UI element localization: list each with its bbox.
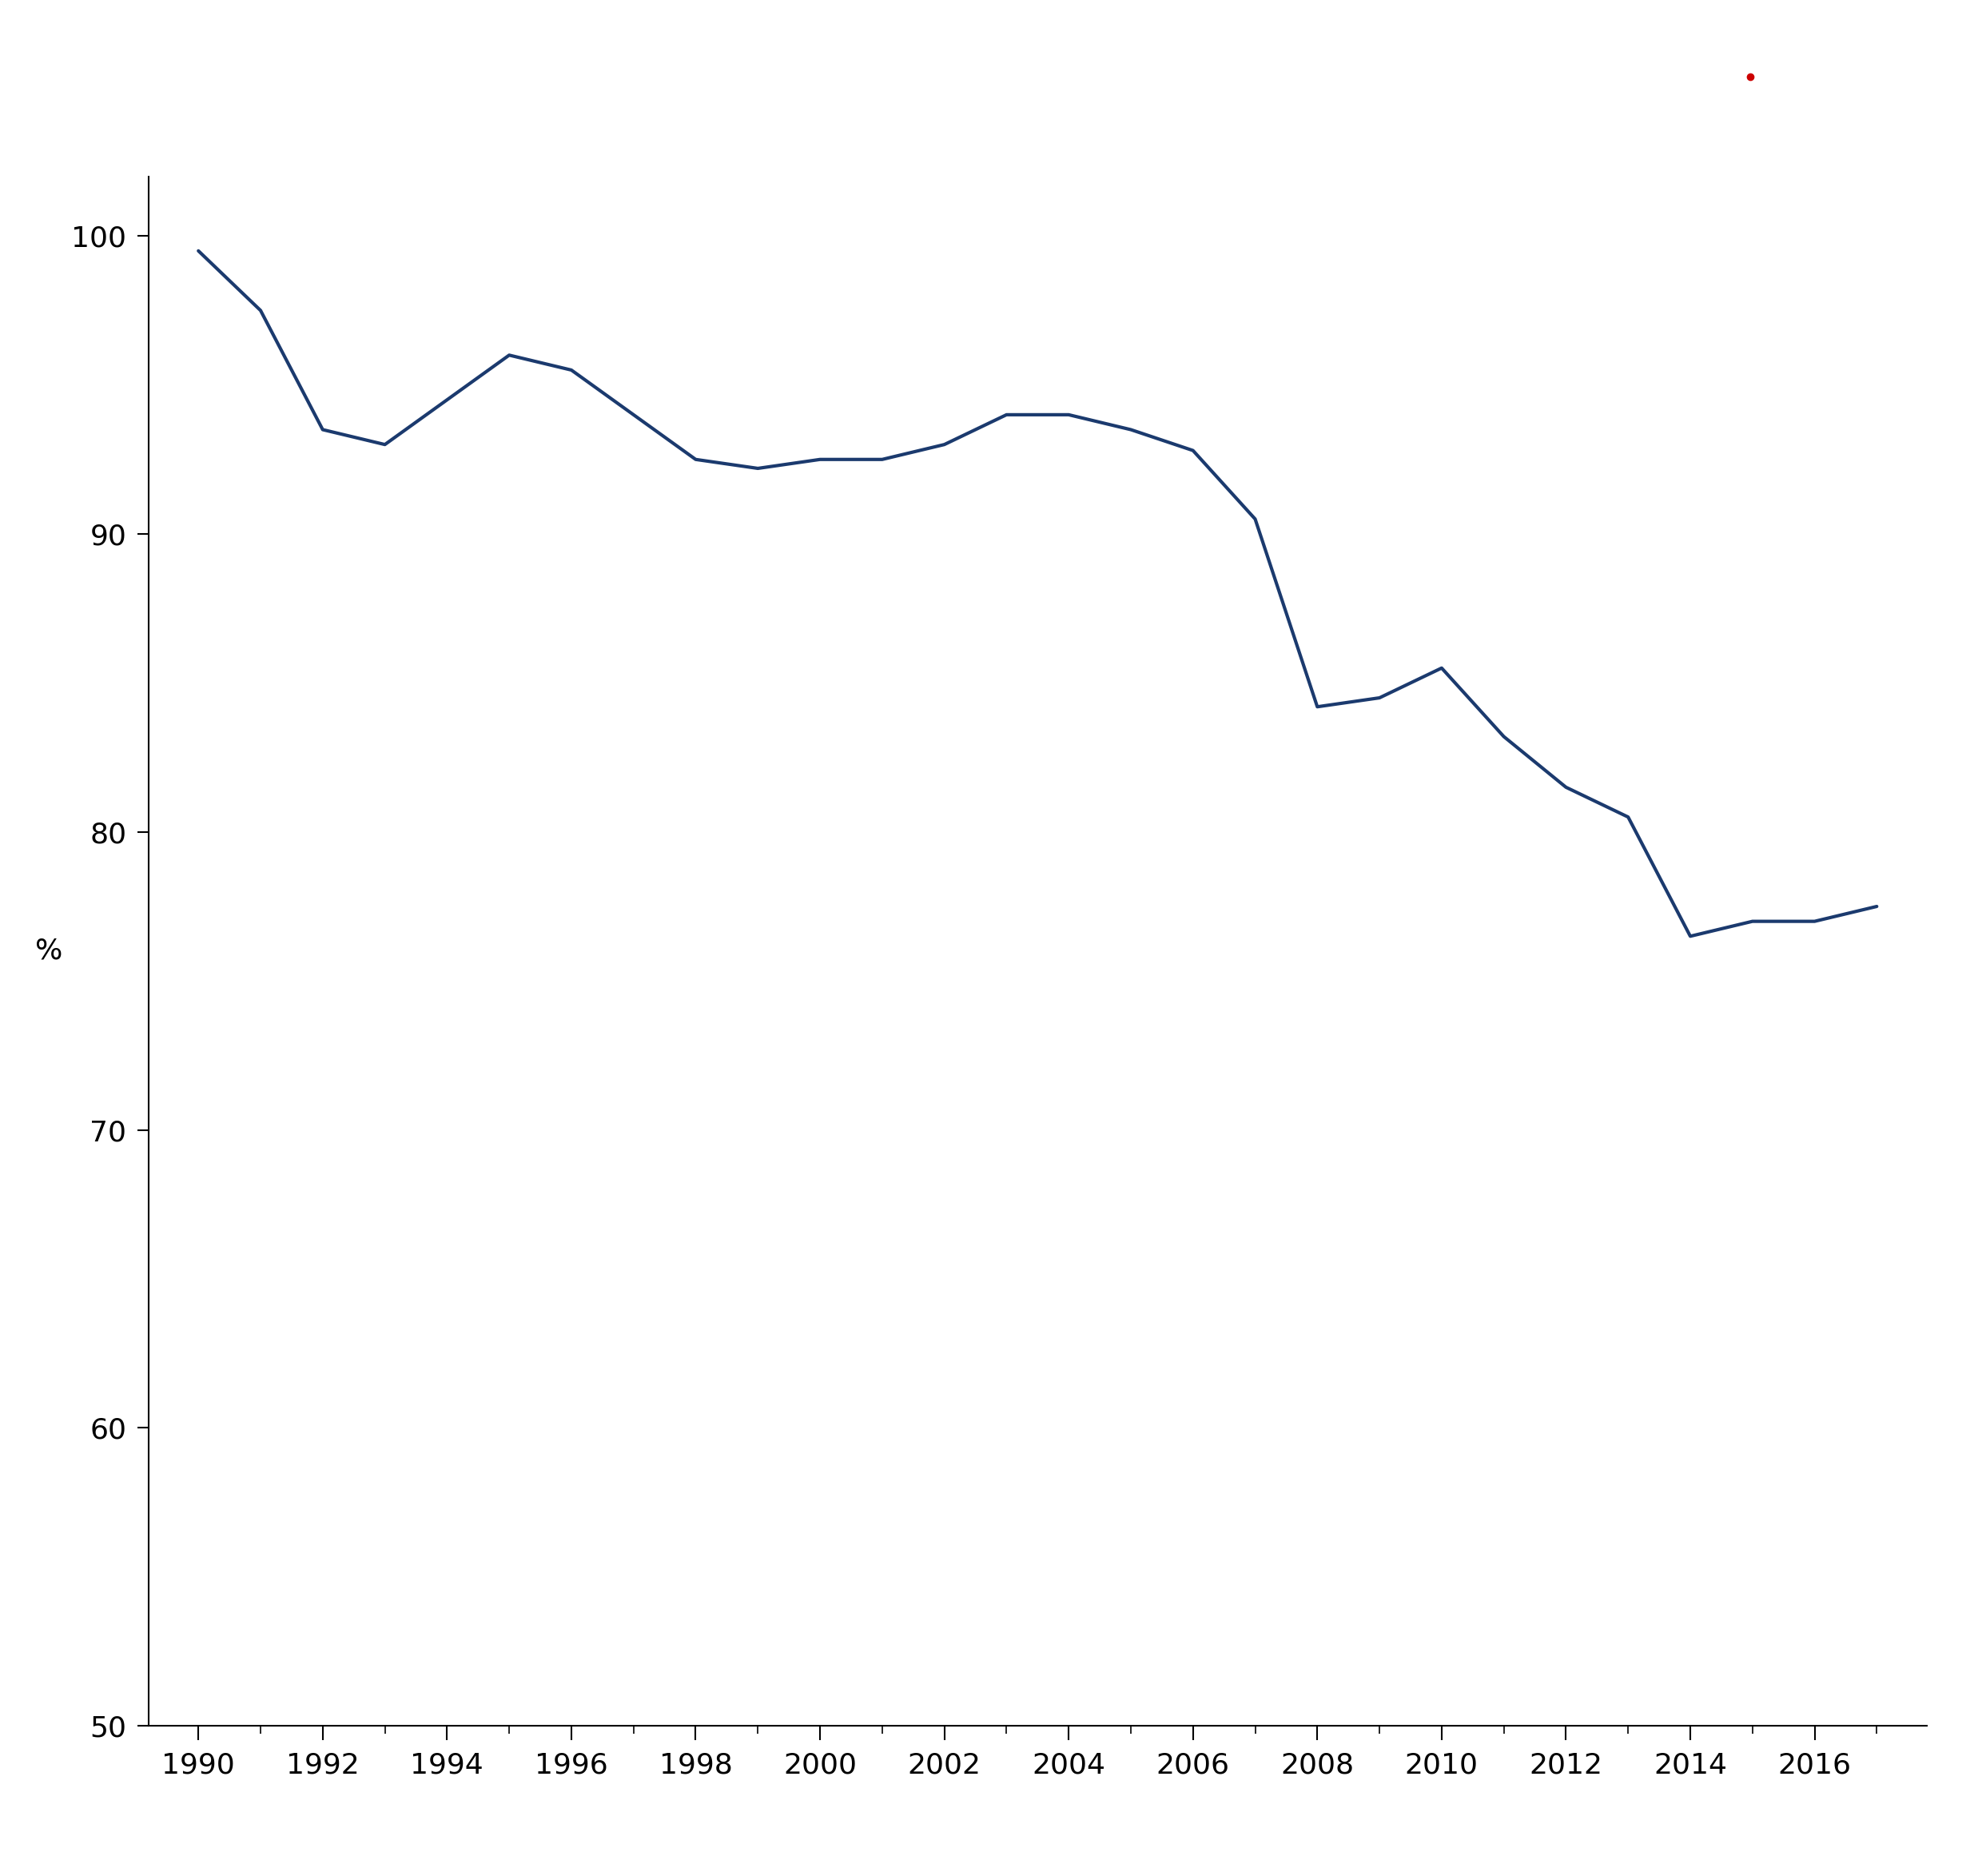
Text: Chart 1: GHG emissions as percentage of 1990 total: Chart 1: GHG emissions as percentage of …	[351, 60, 1393, 94]
Text: CENTRE FOR EUROPEAN REFORM: CENTRE FOR EUROPEAN REFORM	[1806, 60, 1982, 69]
Text: Source: CER via Eurostat.: Source: CER via Eurostat.	[55, 1792, 424, 1820]
Y-axis label: %: %	[36, 938, 63, 964]
